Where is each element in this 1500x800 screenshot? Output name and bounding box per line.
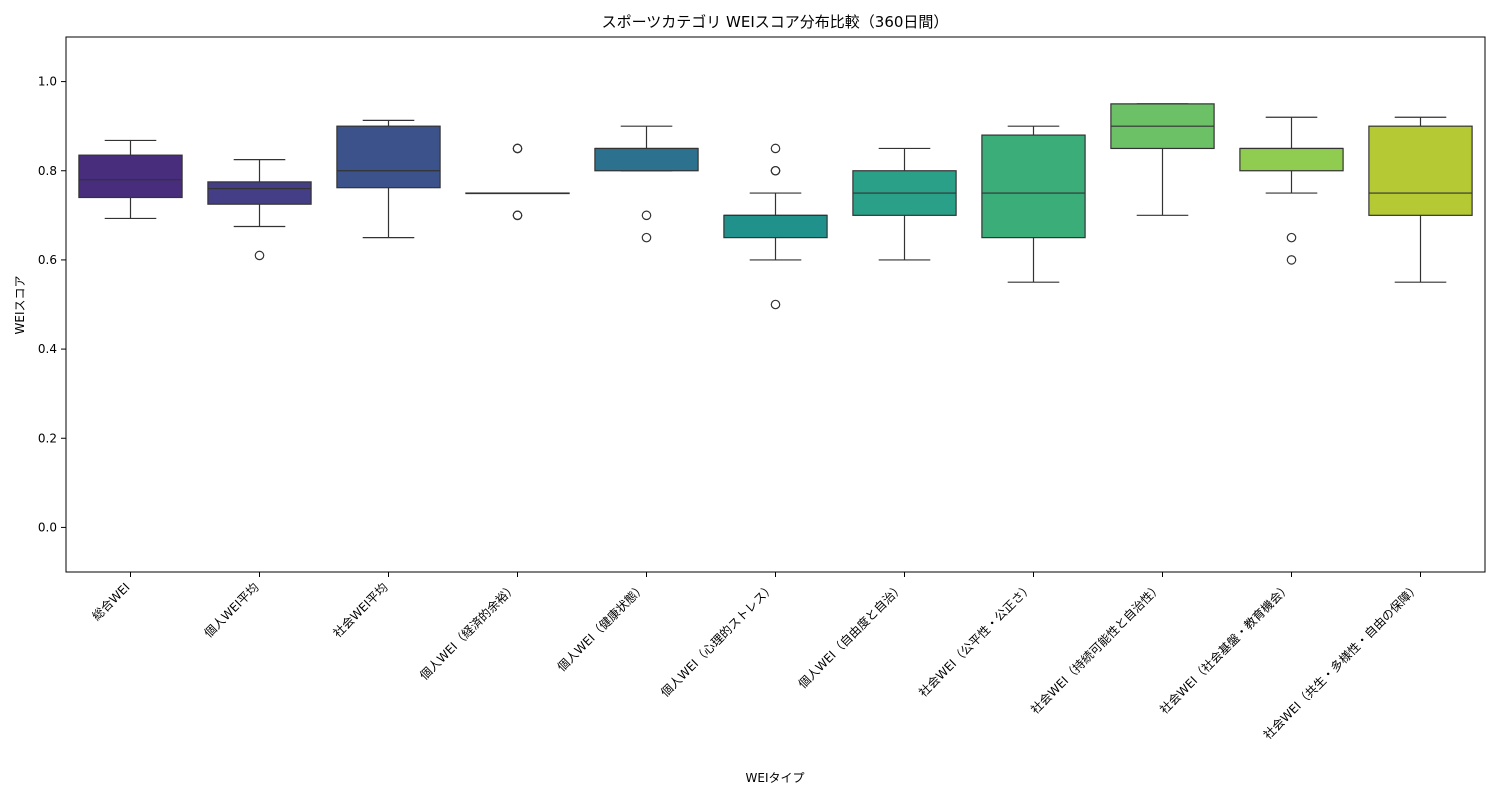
box-iqr (78, 154, 183, 199)
x-tick-label: 社会WEI平均 (330, 580, 391, 641)
outlier-point (1286, 232, 1297, 243)
x-tick-label: 個人WEI（経済的余裕） (416, 580, 519, 683)
box-group: 社会WEI平均 (330, 119, 441, 641)
x-axis-label: WEIタイプ (746, 771, 805, 785)
x-tick-label: 社会WEI（社会基盤・教育機会） (1156, 580, 1293, 717)
x-tick-label: 総合WEI (89, 580, 133, 624)
outlier-point (512, 210, 523, 221)
box-iqr (1368, 125, 1473, 216)
outlier-point (512, 143, 523, 154)
outlier-point (254, 250, 265, 261)
x-tick-label: 個人WEI（自由度と自治） (795, 580, 907, 692)
outlier-point (1286, 255, 1297, 265)
x-tick-label: 個人WEI（健康状態） (554, 580, 649, 675)
x-tick-label: 社会WEI（公平性・公正さ） (915, 580, 1035, 700)
y-tick-label: 0.0 (38, 520, 57, 534)
box-iqr (336, 125, 441, 189)
box-group: 個人WEI（経済的余裕） (416, 143, 570, 683)
box-group: 社会WEI（共生・多様性・自由の保障） (1260, 116, 1473, 743)
box-group: 個人WEI平均 (202, 159, 312, 640)
x-tick-label: 社会WEI（持続可能性と自治性） (1027, 580, 1164, 717)
box-iqr (594, 147, 699, 172)
box-group: 個人WEI（健康状態） (554, 125, 699, 675)
box-iqr (1239, 147, 1344, 172)
y-tick-label: 0.2 (38, 431, 57, 445)
x-tick-label: 個人WEI（心理的ストレス） (657, 580, 777, 700)
outlier-point (770, 143, 781, 154)
box-iqr (207, 181, 312, 205)
outlier-point (641, 232, 652, 243)
y-tick-label: 0.8 (38, 164, 57, 178)
box-group: 総合WEI (78, 139, 183, 624)
y-tick-label: 0.4 (38, 342, 57, 356)
x-tick-label: 社会WEI（共生・多様性・自由の保障） (1260, 580, 1423, 743)
x-tick-label: 個人WEI平均 (202, 580, 262, 640)
chart-title: スポーツカテゴリ WEIスコア分布比較（360日間） (602, 13, 949, 31)
box-group: 社会WEI（社会基盤・教育機会） (1156, 116, 1344, 717)
box-iqr (723, 214, 828, 239)
y-tick-label: 1.0 (38, 75, 57, 89)
y-tick-label: 0.6 (38, 253, 57, 267)
outlier-point (770, 165, 781, 176)
y-axis-label: WEIスコア (13, 276, 27, 335)
outlier-point (770, 299, 781, 310)
outlier-point (641, 210, 652, 221)
box-group: 個人WEI（心理的ストレス） (657, 143, 828, 700)
box-iqr (981, 134, 1086, 239)
